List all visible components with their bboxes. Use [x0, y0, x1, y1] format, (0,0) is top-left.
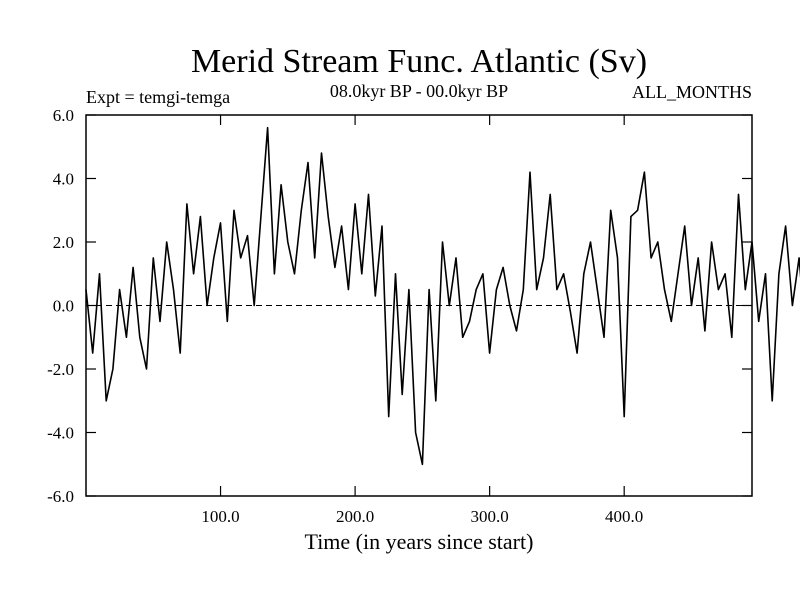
x-axis-ticks: 100.0 200.0 300.0 400.0 — [201, 115, 643, 526]
y-tick-label: 2.0 — [53, 233, 74, 252]
chart-title: Merid Stream Func. Atlantic (Sv) — [191, 43, 647, 80]
x-tick-label: 200.0 — [336, 507, 374, 526]
chart-subtitle: 08.0kyr BP - 00.0kyr BP — [330, 81, 508, 101]
x-tick-label: 300.0 — [471, 507, 509, 526]
y-tick-label: 0.0 — [53, 297, 74, 316]
x-tick-label: 400.0 — [605, 507, 643, 526]
x-axis-label: Time (in years since start) — [305, 529, 534, 554]
y-tick-label: 6.0 — [53, 106, 74, 125]
experiment-label: Expt = temgi-temga — [86, 87, 230, 107]
y-tick-label: -6.0 — [47, 487, 74, 506]
series-line — [85, 126, 800, 466]
plot-frame — [85, 114, 753, 497]
y-tick-label: -4.0 — [47, 424, 74, 443]
y-tick-label: 4.0 — [53, 170, 74, 189]
y-tick-label: -2.0 — [47, 360, 74, 379]
months-label: ALL_MONTHS — [632, 82, 752, 102]
x-tick-label: 100.0 — [201, 507, 239, 526]
